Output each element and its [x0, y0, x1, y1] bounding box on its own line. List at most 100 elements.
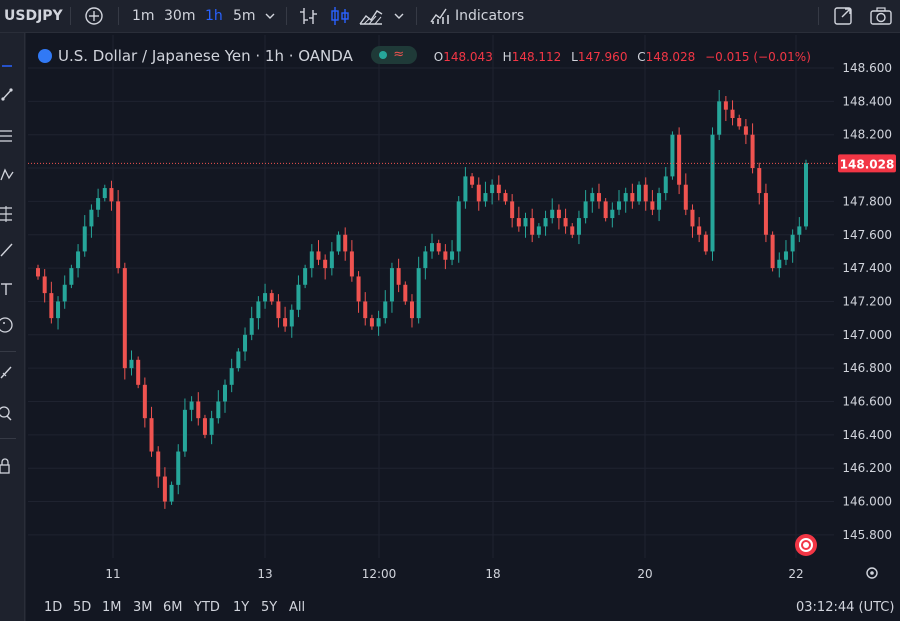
candle-body: [750, 134, 755, 169]
candle-body: [563, 218, 568, 227]
fib-retracement-icon[interactable]: [0, 128, 18, 146]
candle-body: [583, 201, 588, 219]
range-all[interactable]: All: [289, 600, 306, 615]
interval-30m[interactable]: 30m: [164, 8, 196, 24]
add-symbol-icon[interactable]: [84, 0, 106, 32]
candle-body: [790, 234, 795, 252]
candle-body: [236, 351, 241, 369]
chart-pane[interactable]: [26, 33, 900, 621]
candles-icon[interactable]: [329, 0, 351, 32]
range-ytd[interactable]: YTD: [194, 600, 220, 615]
candle-body: [129, 359, 134, 369]
candle-body: [189, 401, 194, 410]
candle-body: [269, 293, 274, 302]
candle-body: [423, 251, 428, 269]
candle-body: [176, 451, 181, 485]
interval-1h[interactable]: 1h: [205, 8, 223, 24]
high-label: H: [502, 50, 512, 64]
candle-body: [196, 401, 201, 419]
candle-body: [456, 201, 461, 252]
candle-body: [637, 184, 642, 202]
candle-body: [289, 309, 294, 327]
range-3m[interactable]: 3M: [133, 600, 153, 615]
camera-icon[interactable]: [869, 0, 893, 32]
candle-body: [216, 401, 221, 419]
range-6m[interactable]: 6M: [163, 600, 183, 615]
area-chart-icon[interactable]: [358, 0, 384, 32]
fullscreen-icon[interactable]: [832, 0, 854, 32]
y-tick-label: 146.400: [842, 428, 892, 442]
wave-icon: ≈: [393, 47, 405, 62]
candle-body: [717, 101, 722, 135]
candle-body: [730, 109, 735, 119]
range-1m[interactable]: 1M: [102, 600, 122, 615]
high-value: 148.112: [511, 50, 562, 64]
candle-body: [516, 218, 521, 227]
gear-icon[interactable]: [866, 567, 878, 579]
candle-body: [169, 484, 174, 502]
candle-body: [309, 251, 314, 269]
low-value: 147.960: [577, 50, 628, 64]
market-status-badge[interactable]: ≈: [371, 46, 418, 64]
range-5y[interactable]: 5Y: [261, 600, 278, 615]
candle-body: [323, 259, 328, 269]
candle-body: [737, 118, 742, 127]
y-tick-label: 147.200: [842, 294, 892, 308]
bar-chart-icon[interactable]: [298, 0, 320, 32]
series-title[interactable]: U.S. Dollar / Japanese Yen · 1h · OANDA: [58, 47, 353, 65]
change-value: −0.015 (−0.01%): [705, 50, 811, 64]
interval-1m[interactable]: 1m: [132, 8, 155, 24]
zoom-icon[interactable]: [0, 405, 18, 423]
prediction-icon[interactable]: [0, 205, 18, 223]
close-value: 148.028: [645, 50, 696, 64]
candle-body: [136, 359, 141, 385]
replay-target-icon[interactable]: [795, 534, 817, 556]
candle-body: [630, 193, 635, 202]
candle-body: [677, 134, 682, 185]
range-5d[interactable]: 5D: [73, 600, 92, 615]
brush-icon[interactable]: [0, 240, 18, 258]
indicators-icon[interactable]: [429, 0, 451, 32]
candle-body: [389, 268, 394, 302]
candle-body: [590, 193, 595, 202]
candle-body: [777, 259, 782, 269]
candle-body: [710, 134, 715, 252]
candle-body: [89, 209, 94, 227]
emoji-icon[interactable]: [0, 316, 18, 334]
candle-body: [443, 251, 448, 260]
indicators-button[interactable]: Indicators: [455, 8, 525, 24]
ruler-icon[interactable]: [0, 364, 18, 382]
candle-body: [603, 201, 608, 219]
candle-body: [523, 218, 528, 227]
candle-body: [690, 209, 695, 227]
candle-body: [69, 268, 74, 285]
text-icon[interactable]: [0, 281, 18, 299]
open-label: O: [433, 50, 444, 64]
y-tick-label: 148.200: [842, 128, 892, 142]
candle-body: [56, 301, 61, 319]
range-1y[interactable]: 1Y: [233, 600, 250, 615]
lock-icon[interactable]: [0, 457, 18, 475]
candle-body: [363, 301, 368, 319]
candle-body: [76, 251, 81, 269]
chevron-down-icon[interactable]: [393, 0, 407, 32]
chevron-down-icon[interactable]: [264, 0, 278, 32]
candle-body: [763, 193, 768, 235]
trend-line-icon[interactable]: [0, 85, 18, 103]
symbol-label[interactable]: USDJPY: [4, 8, 63, 24]
candle-body: [450, 251, 455, 260]
bottom-toolbar: 1D 5D 1M 3M 6M YTD 1Y 5Y All 03:12:44 (U…: [26, 594, 900, 621]
range-1d[interactable]: 1D: [44, 600, 63, 615]
interval-5m[interactable]: 5m: [233, 8, 256, 24]
candle-body: [303, 268, 308, 285]
crosshair-icon[interactable]: [0, 57, 18, 75]
candle-body: [329, 251, 334, 269]
y-tick-label: 146.000: [842, 495, 892, 509]
candle-body: [697, 226, 702, 235]
x-tick-label: 20: [637, 567, 652, 581]
utc-clock[interactable]: 03:12:44 (UTC): [796, 600, 895, 615]
candle-body: [296, 284, 301, 310]
candle-body: [336, 234, 341, 252]
pattern-icon[interactable]: [0, 166, 18, 184]
